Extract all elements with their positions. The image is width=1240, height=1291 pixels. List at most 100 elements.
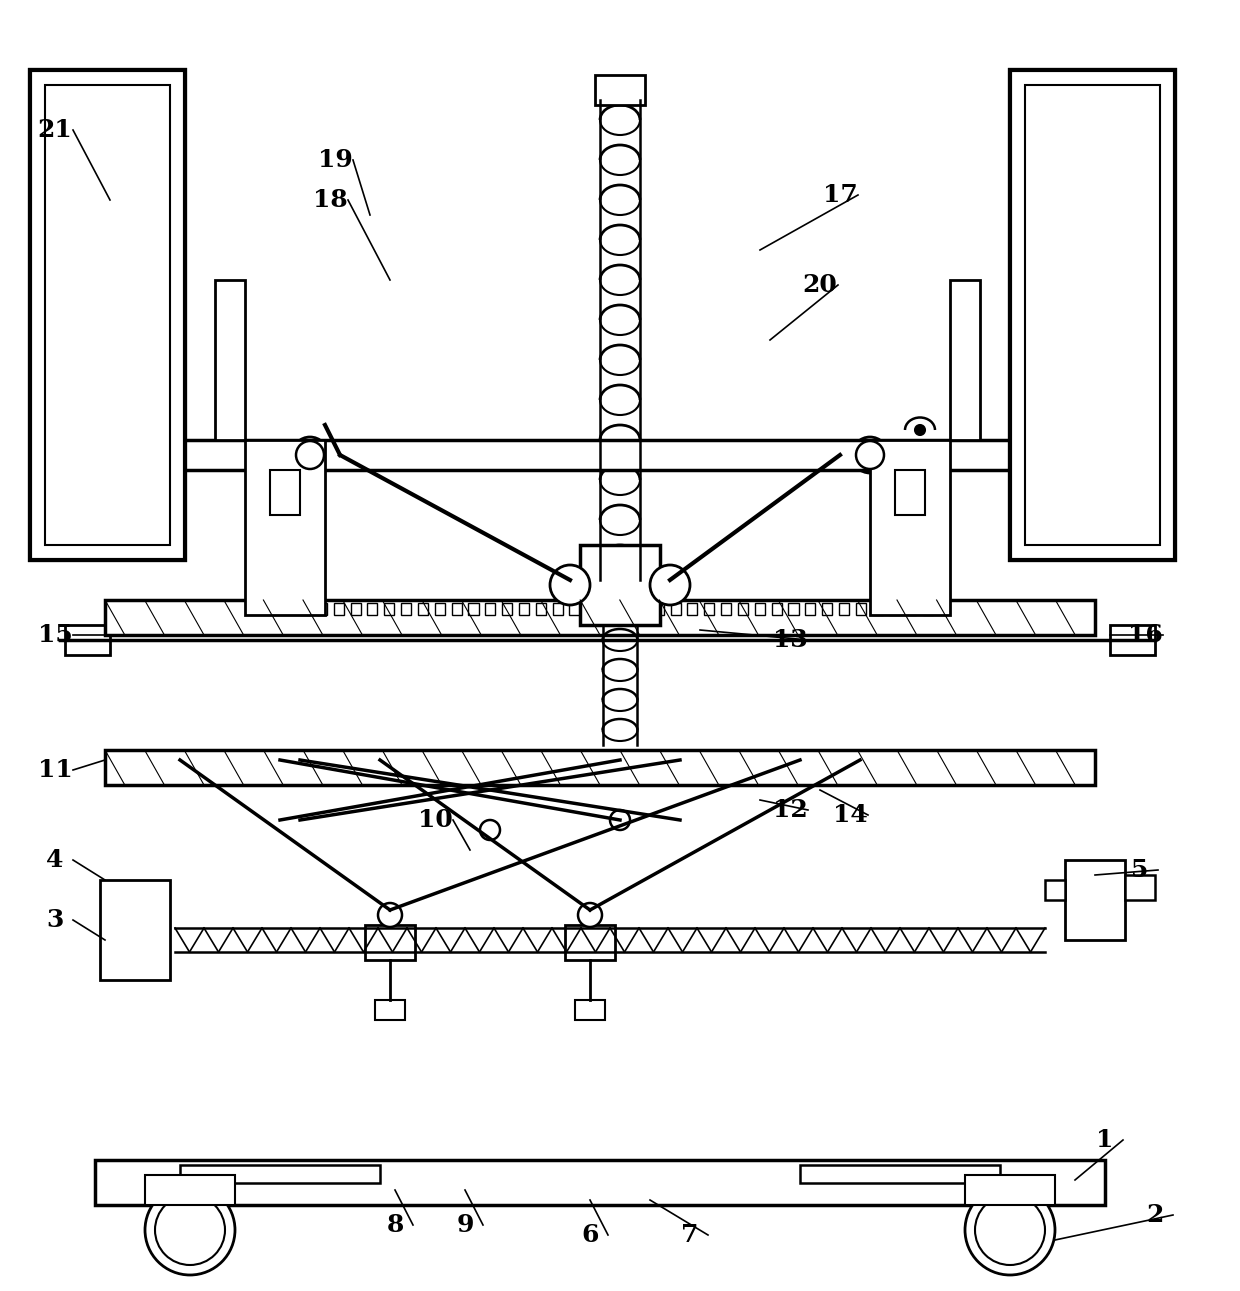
Bar: [595, 75, 645, 105]
Bar: [45, 85, 170, 545]
Bar: [451, 603, 461, 615]
Circle shape: [650, 565, 689, 605]
Bar: [502, 603, 512, 615]
Bar: [671, 603, 681, 615]
Circle shape: [975, 1195, 1045, 1265]
Bar: [553, 603, 563, 615]
Text: 17: 17: [822, 183, 857, 207]
Bar: [755, 603, 765, 615]
Bar: [923, 603, 934, 615]
Bar: [401, 603, 412, 615]
Bar: [300, 603, 310, 615]
Bar: [889, 603, 899, 615]
Bar: [435, 603, 445, 615]
Bar: [870, 440, 950, 615]
Bar: [367, 603, 377, 615]
Text: 9: 9: [456, 1214, 474, 1237]
Bar: [536, 603, 546, 615]
Bar: [520, 603, 529, 615]
Text: 2: 2: [1146, 1203, 1163, 1226]
Bar: [334, 603, 343, 615]
Bar: [469, 603, 479, 615]
Bar: [839, 603, 849, 615]
Bar: [720, 603, 732, 615]
Bar: [100, 880, 170, 980]
Circle shape: [145, 1185, 236, 1276]
Circle shape: [155, 1195, 224, 1265]
Bar: [771, 603, 781, 615]
Text: 21: 21: [37, 117, 72, 142]
Bar: [365, 924, 415, 961]
Bar: [30, 70, 185, 560]
Bar: [950, 280, 980, 440]
Bar: [653, 603, 663, 615]
Bar: [384, 603, 394, 615]
Circle shape: [852, 436, 888, 473]
Bar: [95, 1161, 1105, 1205]
Circle shape: [551, 565, 590, 605]
Bar: [704, 603, 714, 615]
Polygon shape: [965, 1175, 1055, 1205]
Text: 3: 3: [46, 908, 63, 932]
Bar: [215, 280, 246, 440]
Text: 5: 5: [1131, 859, 1148, 882]
Circle shape: [296, 442, 324, 469]
Bar: [800, 1164, 999, 1183]
Bar: [105, 440, 1095, 470]
Bar: [1065, 860, 1125, 940]
Circle shape: [578, 902, 601, 927]
Bar: [569, 603, 579, 615]
Bar: [805, 603, 816, 615]
Bar: [30, 70, 185, 560]
Bar: [822, 603, 832, 615]
Bar: [351, 603, 361, 615]
Circle shape: [610, 809, 630, 830]
Text: 6: 6: [582, 1223, 599, 1247]
Text: 18: 18: [312, 188, 347, 212]
Text: 8: 8: [387, 1214, 404, 1237]
Text: 19: 19: [317, 148, 352, 172]
Bar: [687, 603, 697, 615]
Text: 20: 20: [802, 272, 837, 297]
Bar: [603, 603, 614, 615]
Bar: [374, 1001, 405, 1020]
Bar: [856, 603, 866, 615]
Bar: [895, 470, 925, 515]
Bar: [738, 603, 748, 615]
Bar: [105, 750, 1095, 785]
Polygon shape: [145, 1175, 236, 1205]
Text: 11: 11: [37, 758, 72, 782]
Text: 7: 7: [681, 1223, 698, 1247]
Bar: [575, 1001, 605, 1020]
Text: 13: 13: [773, 627, 807, 652]
Circle shape: [965, 1185, 1055, 1276]
Bar: [180, 1164, 379, 1183]
Text: 15: 15: [37, 624, 72, 647]
Bar: [637, 603, 647, 615]
Text: 12: 12: [773, 798, 807, 822]
Bar: [906, 603, 916, 615]
Bar: [565, 924, 615, 961]
Text: 10: 10: [418, 808, 453, 831]
Bar: [246, 440, 325, 615]
Bar: [1011, 70, 1176, 560]
Text: 1: 1: [1096, 1128, 1114, 1152]
Text: 16: 16: [1127, 624, 1162, 647]
Bar: [485, 603, 495, 615]
Bar: [64, 625, 110, 655]
Bar: [1011, 70, 1176, 560]
Bar: [580, 545, 660, 625]
Text: 4: 4: [46, 848, 63, 871]
Bar: [1110, 625, 1154, 655]
Bar: [1045, 880, 1065, 900]
Bar: [1125, 875, 1154, 900]
Bar: [789, 603, 799, 615]
Bar: [270, 470, 300, 515]
Circle shape: [480, 820, 500, 840]
Bar: [620, 603, 630, 615]
Bar: [418, 603, 428, 615]
Circle shape: [291, 436, 329, 473]
Bar: [105, 600, 1095, 635]
Text: 14: 14: [832, 803, 867, 828]
Bar: [1025, 85, 1159, 545]
